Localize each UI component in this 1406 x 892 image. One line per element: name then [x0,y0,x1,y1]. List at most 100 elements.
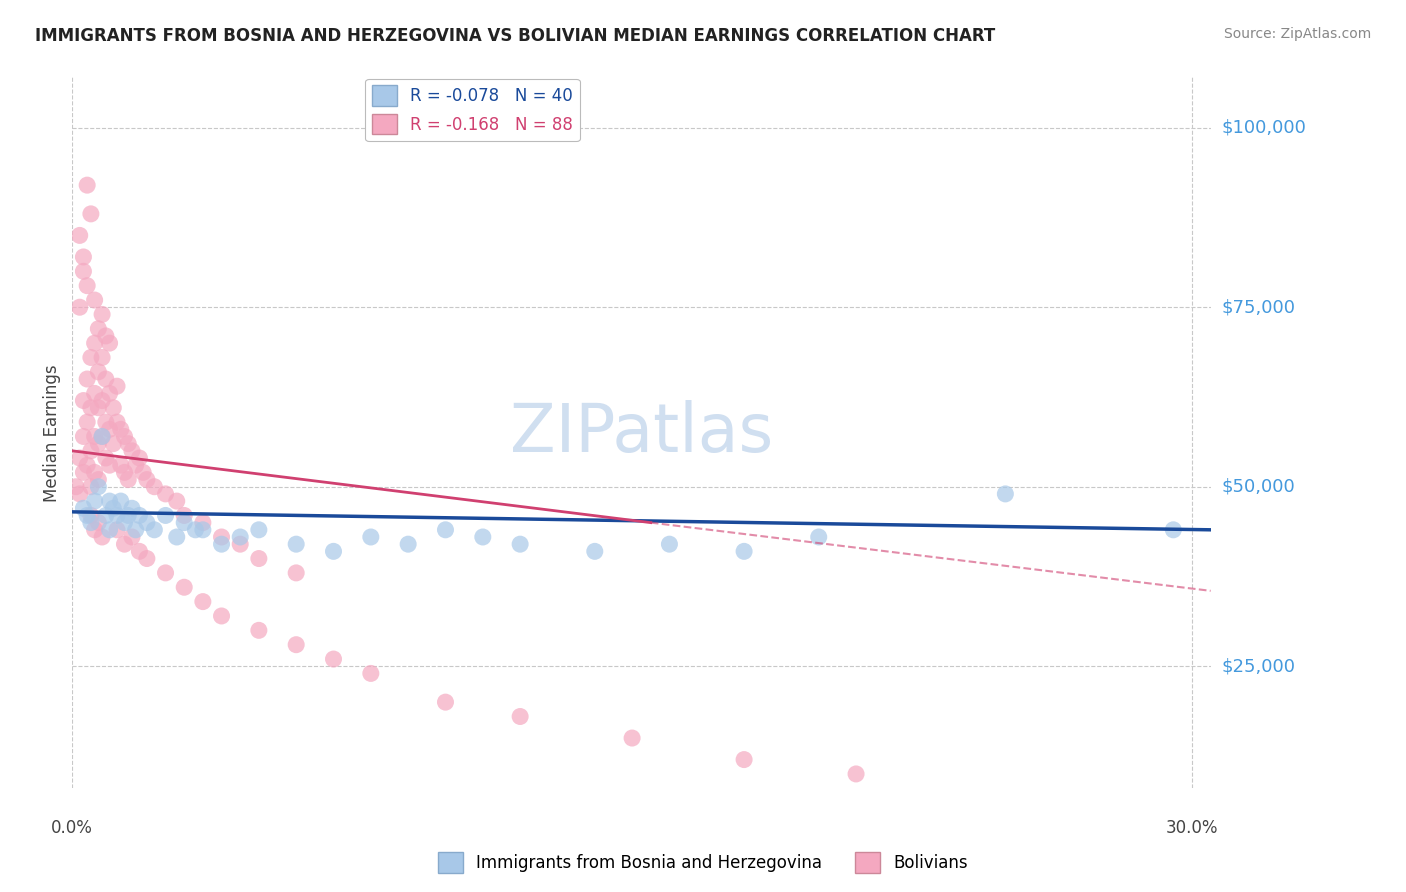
Point [87,436,110,450]
Text: 30.0%: 30.0% [1166,819,1218,837]
Text: $75,000: $75,000 [1222,298,1296,317]
Point [72,466,94,480]
Point [105,523,128,537]
Point [322,544,344,558]
Point [135,473,157,487]
Point [98,386,121,401]
Point [91,351,114,365]
Point [285,566,308,580]
Point [87,473,110,487]
Point [94,329,117,343]
Legend: R = -0.078   N = 40, R = -0.168   N = 88: R = -0.078 N = 40, R = -0.168 N = 88 [366,78,579,141]
Point [87,480,110,494]
Point [83,336,105,351]
Point [87,365,110,379]
Point [69,487,91,501]
Point [128,544,150,558]
Y-axis label: Median Earnings: Median Earnings [44,364,60,501]
Point [87,322,110,336]
Point [155,508,177,523]
Point [135,516,157,530]
Point [121,501,143,516]
Point [471,530,494,544]
Point [80,401,103,415]
Point [80,508,103,523]
Point [173,580,195,594]
Point [114,429,136,443]
Point [76,508,98,523]
Text: ZIPatlas: ZIPatlas [510,400,773,466]
Point [105,379,128,393]
Point [83,386,105,401]
Point [360,666,382,681]
Point [91,429,114,443]
Point [80,351,103,365]
Point [247,551,270,566]
Text: IMMIGRANTS FROM BOSNIA AND HERZEGOVINA VS BOLIVIAN MEDIAN EARNINGS CORRELATION C: IMMIGRANTS FROM BOSNIA AND HERZEGOVINA V… [35,27,995,45]
Point [80,516,103,530]
Point [117,473,139,487]
Point [98,523,121,537]
Point [845,767,868,781]
Point [91,307,114,321]
Point [994,487,1017,501]
Point [103,401,125,415]
Point [229,537,252,551]
Point [91,530,114,544]
Point [103,436,125,450]
Point [733,753,755,767]
Point [733,544,755,558]
Point [121,443,143,458]
Point [76,372,98,386]
Point [114,466,136,480]
Point [69,228,91,243]
Point [72,264,94,278]
Point [191,516,214,530]
Point [91,393,114,408]
Point [87,401,110,415]
Point [80,480,103,494]
Point [103,501,125,516]
Point [807,530,830,544]
Point [80,443,103,458]
Point [76,278,98,293]
Point [247,523,270,537]
Text: 0.0%: 0.0% [51,819,93,837]
Point [125,458,148,473]
Point [583,544,606,558]
Point [191,594,214,608]
Point [76,458,98,473]
Point [434,523,457,537]
Legend: Immigrants from Bosnia and Herzegovina, Bolivians: Immigrants from Bosnia and Herzegovina, … [432,846,974,880]
Point [143,523,166,537]
Point [98,458,121,473]
Point [91,429,114,443]
Point [110,494,132,508]
Point [87,516,110,530]
Point [360,530,382,544]
Point [69,450,91,465]
Point [83,494,105,508]
Point [114,516,136,530]
Point [83,429,105,443]
Point [121,530,143,544]
Point [80,207,103,221]
Point [94,415,117,429]
Point [155,487,177,501]
Point [65,480,87,494]
Point [72,429,94,443]
Point [621,731,644,745]
Point [166,494,188,508]
Point [94,508,117,523]
Point [184,523,207,537]
Point [285,537,308,551]
Point [128,508,150,523]
Point [434,695,457,709]
Point [105,508,128,523]
Point [98,422,121,436]
Point [155,566,177,580]
Point [117,436,139,450]
Point [94,372,117,386]
Point [117,508,139,523]
Point [191,523,214,537]
